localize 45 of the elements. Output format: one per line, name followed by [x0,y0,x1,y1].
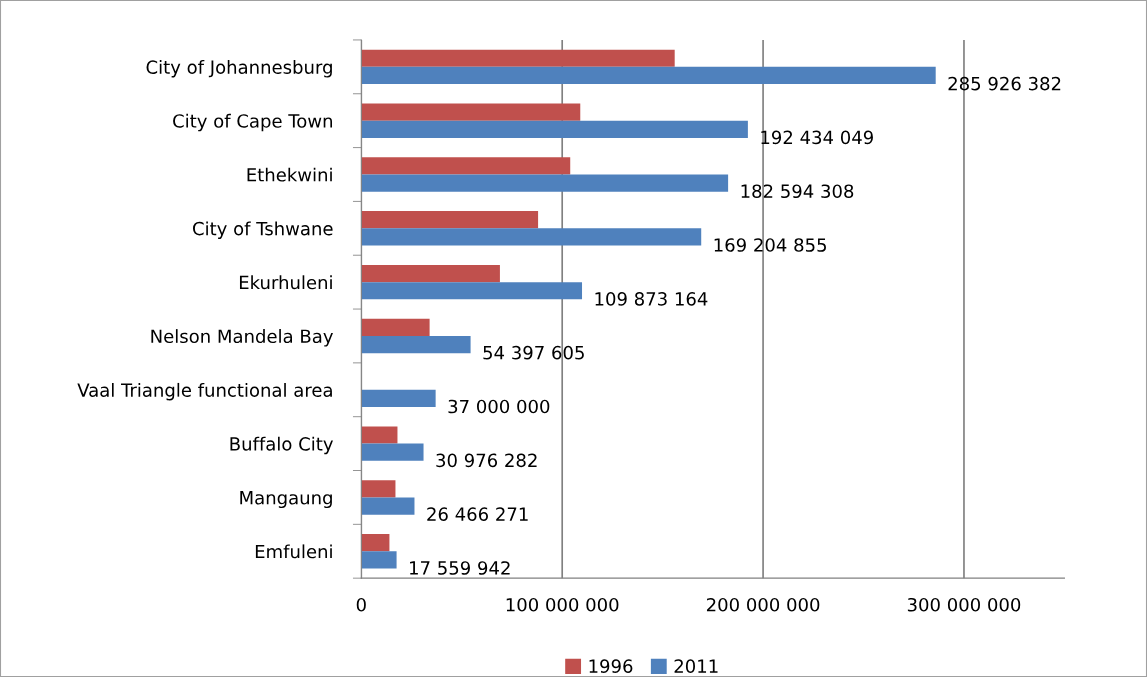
data-label: 192 434 049 [761,130,873,145]
bar [361,49,675,67]
x-tick-label: 200 000 000 [706,597,820,612]
bar [361,211,539,229]
bar [361,426,398,444]
x-tick-label: 300 000 000 [907,597,1021,612]
x-tick-label: 0 [356,597,366,612]
bar [361,264,500,283]
bar [361,228,702,246]
x-tick-label: 100 000 000 [506,597,619,612]
data-label: 37 000 000 [448,399,550,414]
data-label: 285 926 382 [948,76,1061,91]
y-tick-label: City of Johannesburg [146,59,332,78]
bar [361,389,436,408]
bar [361,282,583,300]
y-tick-label: Mangaung [240,491,332,509]
y-tick-label: City of Cape Town [173,113,332,132]
y-tick-label: Nelson Mandela Bay [151,329,333,347]
data-label: 54 397 605 [483,345,584,360]
bar [361,534,390,552]
data-label: 109 873 164 [595,292,708,306]
data-label: 169 204 855 [714,238,826,252]
bar [361,66,936,85]
bar [361,497,415,515]
bar [361,551,397,569]
data-label: 26 466 271 [427,507,528,521]
y-tick-label: Vaal Triangle functional area [77,382,332,401]
data-label: 17 559 942 [410,561,510,575]
data-label: 30 976 282 [436,453,537,468]
bar [361,318,430,336]
bar [361,443,424,461]
y-tick-label: City of Tshwane [192,221,333,239]
y-tick-label: Ekurhuleni [239,275,332,290]
bar [361,174,729,192]
data-label: 182 594 308 [741,184,854,199]
bar [361,480,396,498]
y-tick-label: Emfuleni [255,544,332,559]
y-tick-label: Ethekwini [247,167,332,182]
y-tick-label: Buffalo City [230,436,333,455]
legend-label: 2011 [674,659,718,673]
bar [361,120,748,138]
bar [361,103,581,121]
bar [361,335,471,354]
bar [361,157,571,175]
legend-label: 1996 [589,659,633,673]
